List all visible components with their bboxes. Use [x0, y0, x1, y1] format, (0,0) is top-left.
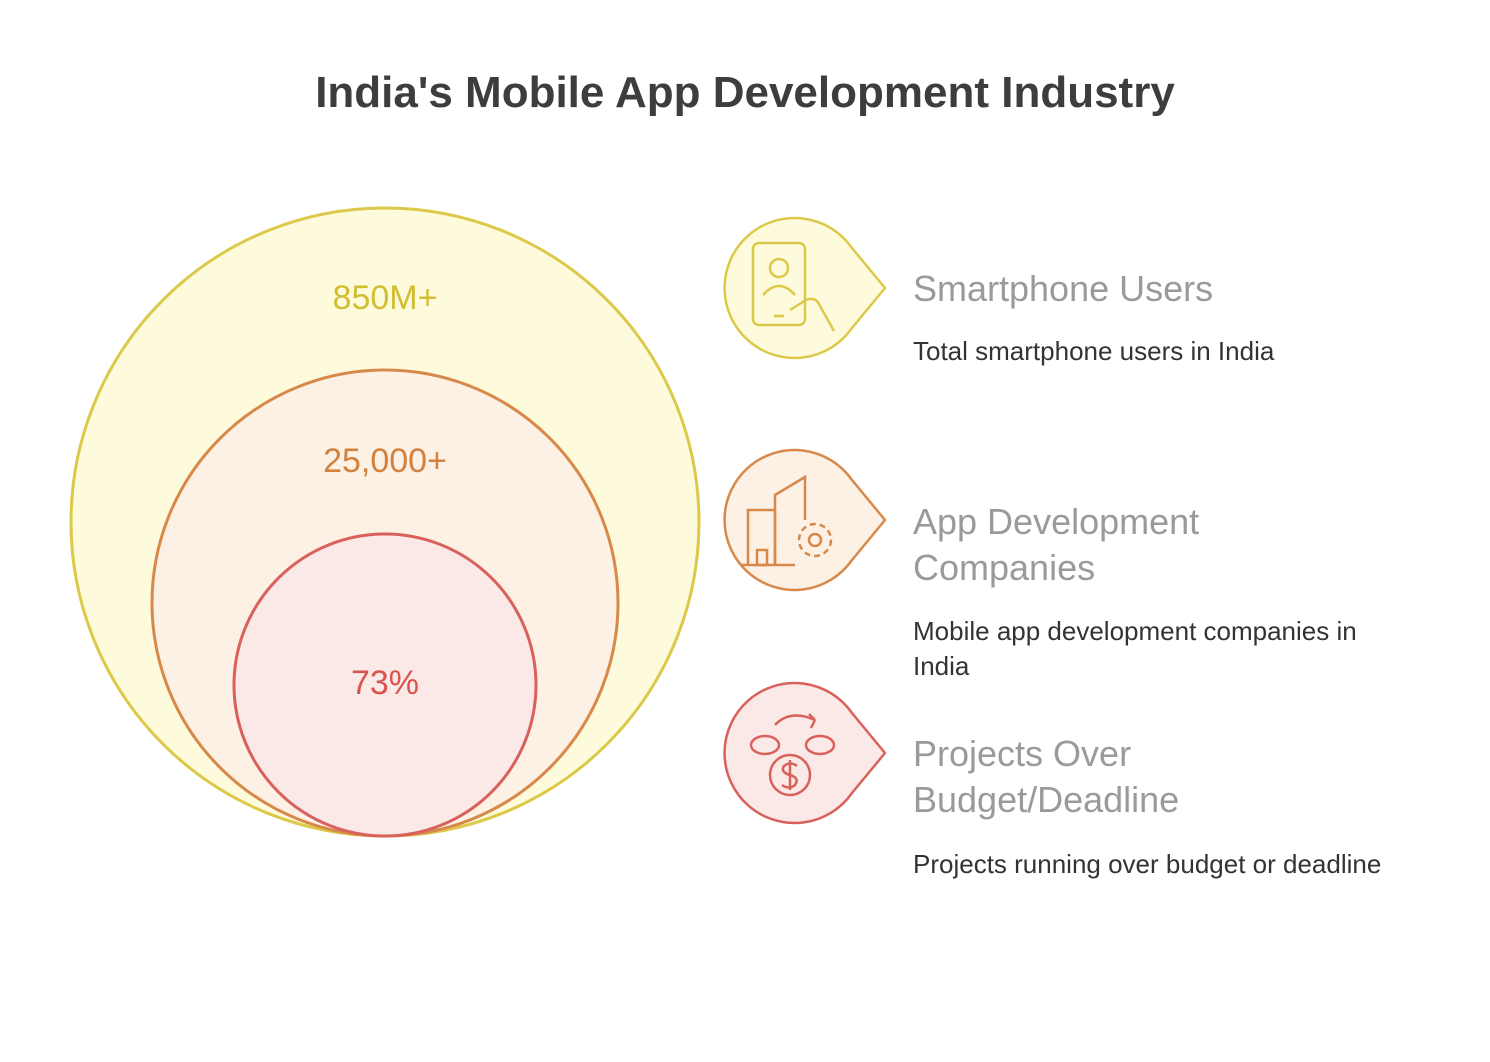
- inner-circle: [232, 532, 538, 838]
- item-description: Mobile app development companies in Indi…: [913, 616, 1357, 681]
- item-description: Projects running over budget or deadline: [913, 849, 1382, 879]
- circle-label: 850M+: [333, 279, 438, 317]
- item-title: Projects Over Budget/Deadline: [913, 733, 1180, 820]
- title: India's Mobile App Development Industry: [315, 68, 1175, 117]
- item-title: App Development Companies: [913, 501, 1200, 588]
- item-title: Smartphone Users: [913, 268, 1214, 309]
- circle-label: 73%: [351, 664, 419, 702]
- icon-badge: [723, 681, 887, 825]
- icon-badge: [723, 216, 887, 360]
- circle-label: 25,000+: [323, 442, 447, 480]
- icon-badge: [723, 448, 887, 592]
- item-description: Total smartphone users in India: [913, 336, 1275, 366]
